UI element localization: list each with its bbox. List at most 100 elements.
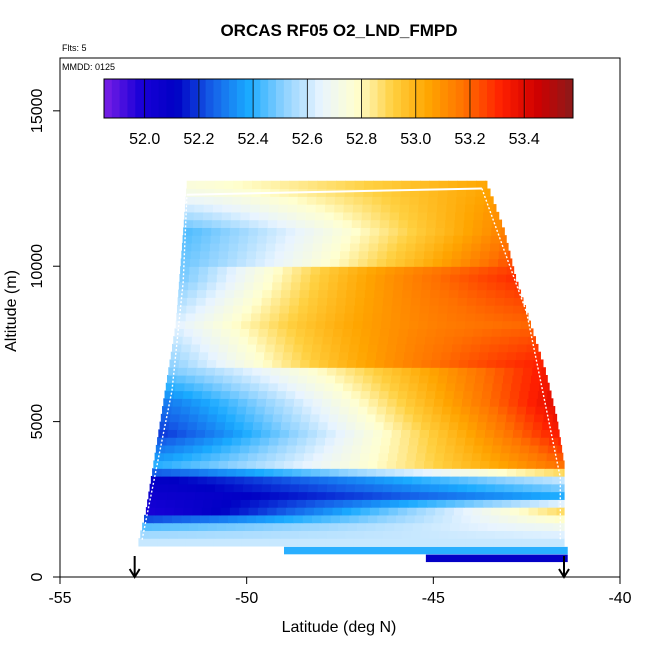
heatmap-cell [399,382,410,392]
heatmap-cell [356,476,367,485]
heatmap-cell [206,421,217,430]
heatmap-cell [251,374,261,384]
heatmap-cell [440,476,451,485]
heatmap-cell [298,297,309,306]
heatmap-cell [344,491,355,500]
heatmap-cell [140,530,151,539]
heatmap-cell [334,538,345,547]
heatmap-cell [384,476,395,485]
heatmap-cell [553,468,564,477]
heatmap-cell [417,499,428,508]
heatmap-cell [406,336,417,345]
heatmap-cell [172,398,183,407]
heatmap-cell [464,382,475,392]
heatmap-cell [539,499,550,508]
heatmap-cell [177,297,188,306]
heatmap-cell [503,312,513,322]
heatmap-cell [311,406,322,415]
heatmap-cell [558,437,561,446]
heatmap-cell [241,491,252,500]
heatmap-cell [249,444,260,454]
heatmap-cell [314,444,325,454]
heatmap-cell [147,538,158,547]
heatmap-cell [413,351,424,361]
colorbar-swatch [252,79,261,118]
heatmap-cell [305,219,316,228]
heatmap-cell [190,250,201,260]
heatmap-cell [235,413,246,423]
heatmap-cell [430,359,441,368]
heatmap-cell [410,429,421,438]
heatmap-cell [301,266,312,275]
heatmap-cell [237,514,248,524]
heatmap-cell [368,250,378,260]
heatmap-cell [280,367,291,376]
heatmap-cell [418,320,429,329]
heatmap-cell [517,398,528,407]
colorbar-swatch [330,79,339,118]
heatmap-cell [529,382,540,392]
heatmap-cell [491,507,502,516]
heatmap-cell [303,242,314,252]
heatmap-cell [371,538,382,547]
heatmap-cell [511,320,522,329]
heatmap-cell [302,460,313,469]
heatmap-cell [534,413,545,423]
heatmap-cell [444,227,455,236]
heatmap-cell [429,530,440,539]
heatmap-cell [509,390,520,399]
colorbar-swatch [541,79,551,118]
heatmap-cell [249,211,260,221]
heatmap-cell [189,266,200,275]
heatmap-cell [260,491,271,500]
heatmap-cell [381,312,392,322]
heatmap-cell [471,336,482,345]
heatmap-cell [190,406,200,415]
heatmap-cell [294,235,305,244]
heatmap-cell [154,452,165,462]
heatmap-cell [485,483,496,493]
heatmap-cell [244,476,255,485]
heatmap-cell [218,460,229,469]
heatmap-cell [480,514,490,524]
heatmap-cell [416,507,427,516]
heatmap-cell [164,390,175,399]
heatmap-cell [404,406,415,415]
heatmap-cell [420,367,431,376]
heatmap-cell [223,305,234,314]
heatmap-cell [244,522,255,531]
heatmap-cell [500,390,511,399]
heatmap-cell [393,359,404,368]
heatmap-cell [438,305,449,314]
heatmap-cell [223,374,233,384]
heatmap-cell [407,219,418,228]
heatmap-cell [238,235,249,244]
heatmap-cell [190,343,201,353]
heatmap-cell [488,351,499,361]
colorbar-swatch [189,79,199,118]
heatmap-cell [167,374,177,384]
heatmap-cell [201,227,212,236]
heatmap-cell [342,444,353,454]
heatmap-cell [216,359,227,368]
heatmap-cell [438,180,449,190]
heatmap-cell [496,476,507,485]
heatmap-cell [498,343,509,353]
heatmap-cell [382,297,393,306]
heatmap-cell [445,382,456,392]
heatmap-cell [325,374,336,384]
heatmap-cell [358,514,369,524]
heatmap-cell [375,413,386,423]
heatmap-cell [375,522,386,531]
bottom-strips [284,546,568,563]
heatmap-cell [529,444,540,454]
heatmap-cell [425,336,436,345]
heatmap-cell [434,336,445,345]
heatmap-cell [183,219,194,228]
heatmap-cell [325,491,336,500]
heatmap-cell [299,289,310,298]
heatmap-cell [272,413,283,423]
heatmap-cell [498,258,508,267]
heatmap-cell [456,188,467,197]
heatmap-cell [372,429,383,438]
